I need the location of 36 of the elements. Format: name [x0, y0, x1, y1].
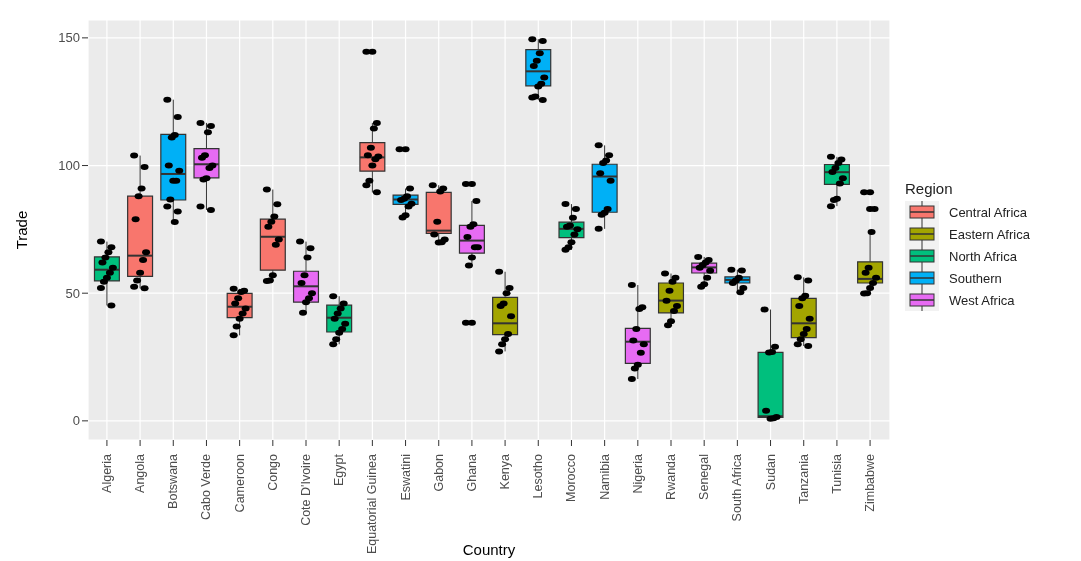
x-tick-label: Tanzania: [796, 453, 811, 505]
x-tick-label: Namibia: [597, 453, 612, 500]
x-tick-label: Cameroon: [232, 453, 247, 513]
x-tick-label: Zimbabwe: [863, 453, 878, 512]
legend-label: West Africa: [949, 292, 1015, 308]
y-tick-label: 150: [58, 30, 80, 46]
legend-label: Central Africa: [949, 204, 1028, 220]
y-tick-label: 50: [65, 285, 80, 301]
legend-label: Southern: [949, 270, 1002, 286]
x-tick-label: Gabon: [431, 453, 446, 492]
x-tick-label: South Africa: [730, 453, 745, 522]
x-tick-label: Ghana: [464, 453, 479, 492]
x-tick-label: Cote D'Ivoire: [299, 453, 313, 526]
legend-label: Eastern Africa: [949, 226, 1030, 242]
x-axis-title: Country: [462, 541, 516, 558]
x-tick-label: Equatorial Guinea: [365, 453, 380, 555]
x-tick-label: Sudan: [763, 453, 778, 491]
x-tick-label: Angola: [133, 453, 148, 493]
x-tick-label: Botswana: [166, 453, 181, 509]
x-tick-label: Cabo Verde: [199, 453, 214, 521]
x-tick-label: Nigeria: [630, 453, 645, 494]
legend-label: North Africa: [949, 248, 1017, 264]
x-tick-label: Eswatini: [398, 454, 413, 501]
x-tick-label: Tunisia: [829, 453, 844, 494]
x-tick-label: Algeria: [99, 453, 114, 493]
x-tick-label: Egypt: [332, 453, 347, 486]
x-tick-label: Kenya: [498, 453, 513, 490]
x-tick-label: Rwanda: [664, 453, 678, 500]
legend-title: Region: [905, 180, 954, 197]
y-tick-label: 0: [72, 413, 80, 429]
y-tick-label: 100: [58, 158, 80, 174]
x-tick-label: Morocco: [564, 453, 579, 502]
x-tick-label: Lesotho: [531, 453, 546, 499]
y-axis-title: Trade: [13, 210, 31, 250]
x-tick-label: Congo: [265, 453, 280, 491]
x-tick-label: Senegal: [697, 454, 712, 500]
